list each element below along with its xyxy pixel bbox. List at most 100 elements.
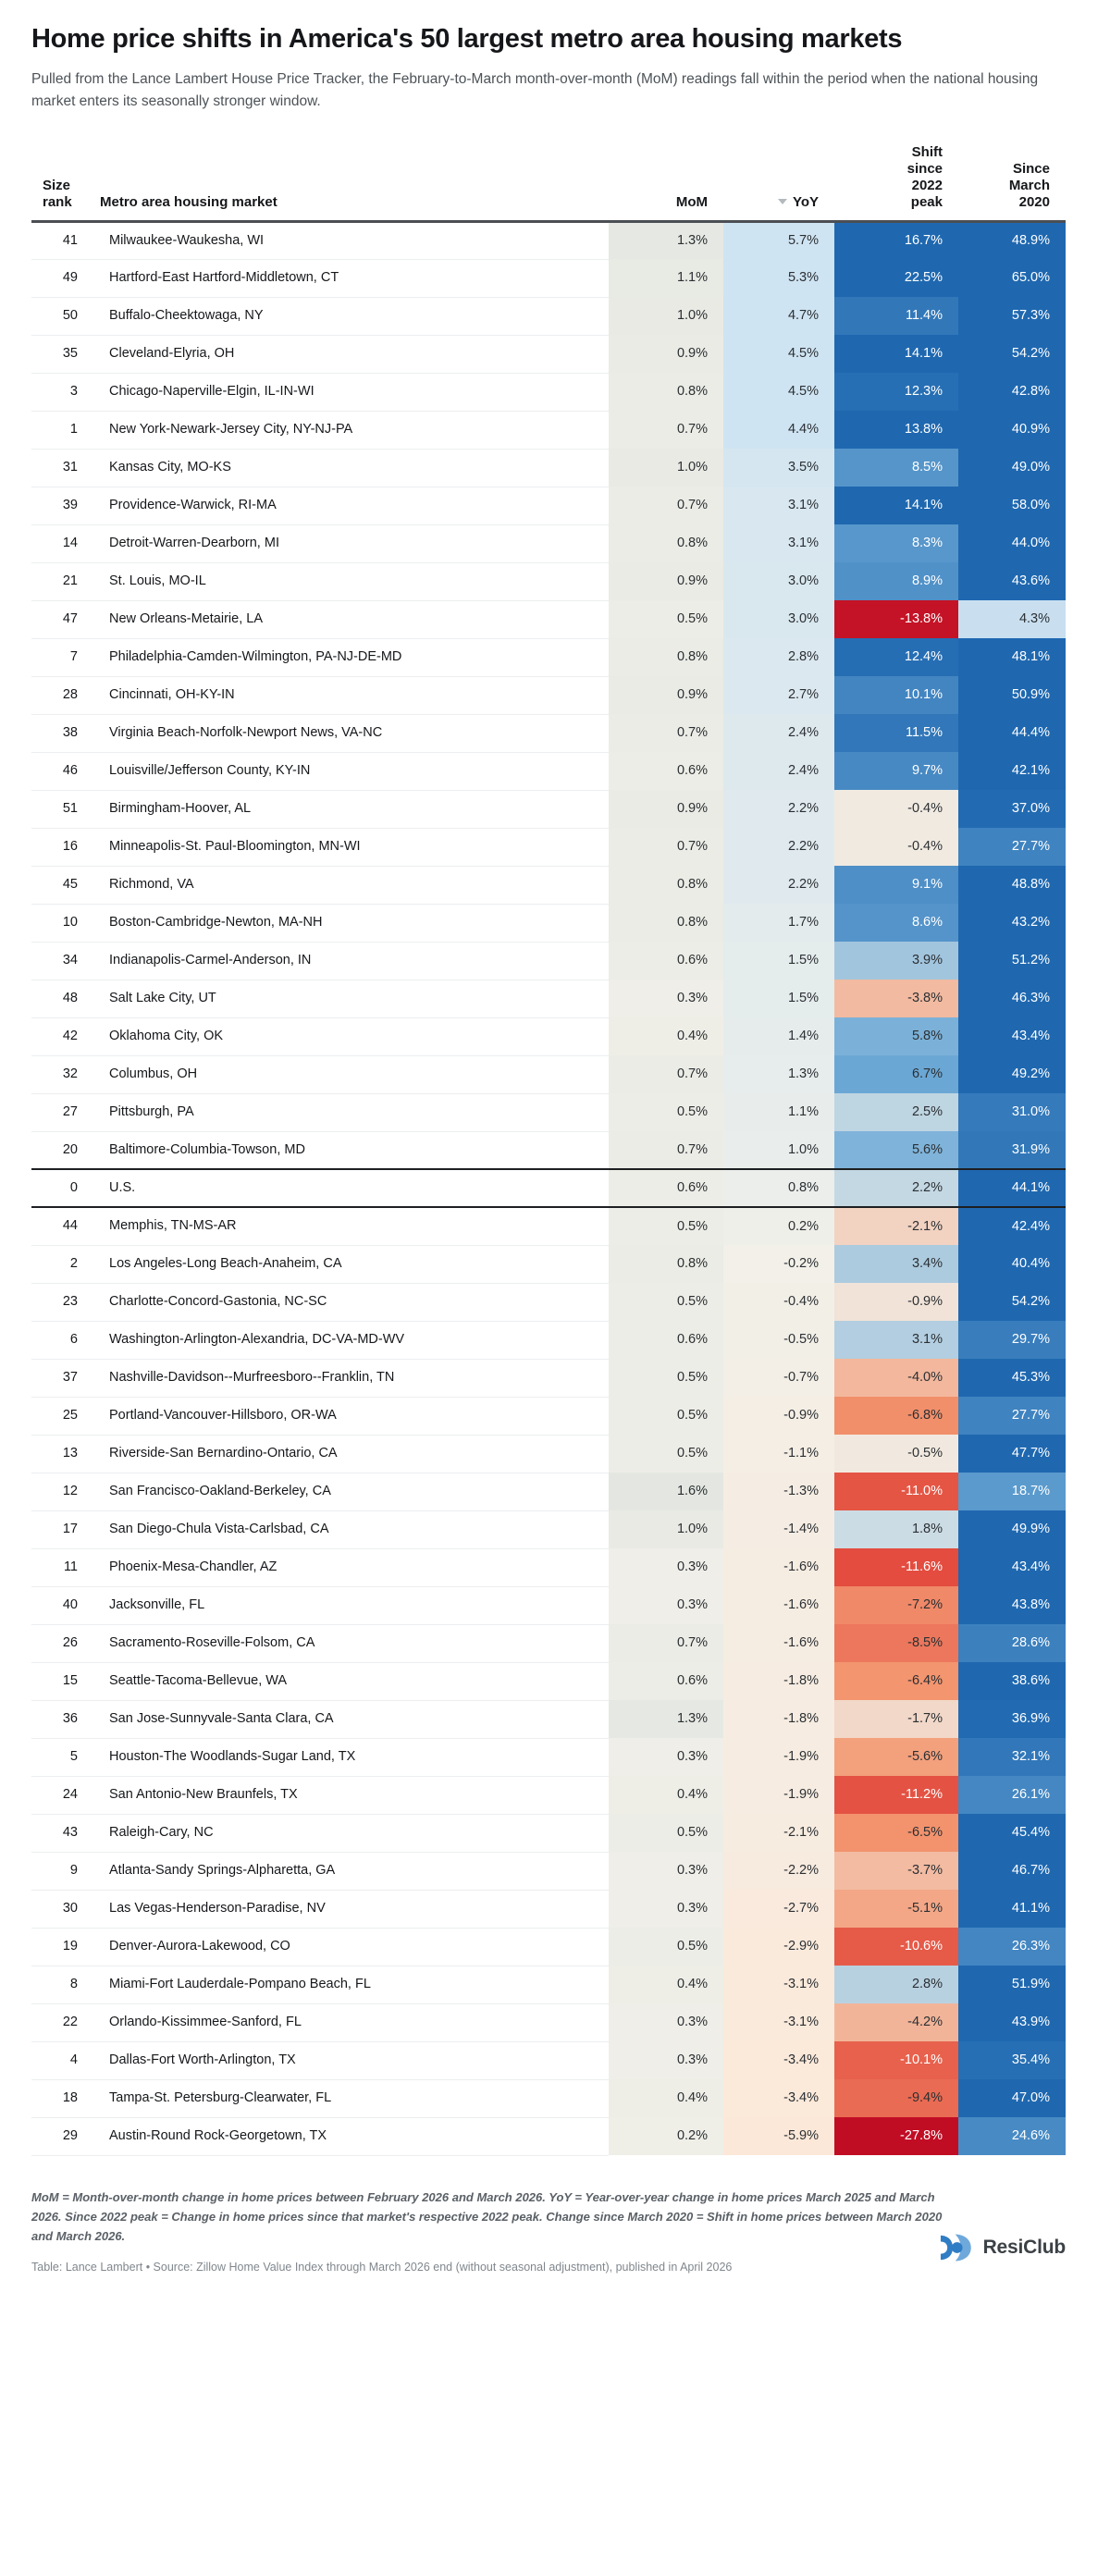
cell-mom: 0.9% xyxy=(609,790,723,829)
cell-since-march-2020: 54.2% xyxy=(958,1283,1066,1322)
resiclub-wordmark: ResiClub xyxy=(982,2237,1067,2259)
cell-mom: 1.3% xyxy=(609,1700,723,1739)
cell-shift-since-2022-peak: -4.2% xyxy=(834,2003,958,2042)
cell-mom: 0.5% xyxy=(609,1206,723,1246)
cell-mom: 0.4% xyxy=(609,1776,723,1815)
table-row: 43 Raleigh-Cary, NC 0.5% -2.1% -6.5% 45.4% xyxy=(31,1814,1066,1853)
since-label-line1: Since xyxy=(1012,160,1050,177)
table-row: 36 San Jose-Sunnyvale-Santa Clara, CA 1.3%… xyxy=(31,1700,1066,1739)
table-row: 35 Cleveland-Elyria, OH 0.9% 4.5% 14.1% 54.2% xyxy=(31,335,1066,374)
cell-size-rank: 35 xyxy=(31,335,89,374)
cell-shift-since-2022-peak: -3.7% xyxy=(834,1852,958,1891)
yoy-label: YoY xyxy=(792,194,819,211)
cell-size-rank: 37 xyxy=(31,1359,89,1398)
cell-yoy: 4.7% xyxy=(723,297,834,336)
table-row: 1 New York-Newark-Jersey City, NY-NJ-PA 0.… xyxy=(31,411,1066,450)
cell-since-march-2020: 46.3% xyxy=(958,980,1066,1018)
cell-yoy: -1.8% xyxy=(723,1700,834,1739)
cell-yoy: 2.2% xyxy=(723,866,834,905)
cell-since-march-2020: 24.6% xyxy=(958,2117,1066,2156)
cell-yoy: 3.1% xyxy=(723,487,834,525)
cell-since-march-2020: 47.0% xyxy=(958,2079,1066,2118)
cell-size-rank: 49 xyxy=(31,259,89,298)
cell-mom: 0.5% xyxy=(609,1814,723,1853)
since-label-line2: March xyxy=(1008,178,1050,194)
cell-since-march-2020: 44.0% xyxy=(958,524,1066,563)
cell-size-rank: 32 xyxy=(31,1055,89,1094)
column-header-metro-area[interactable]: Metro area housing market xyxy=(89,143,609,222)
table-row: 30 Las Vegas-Henderson-Paradise, NV 0.3% -2… xyxy=(31,1890,1066,1929)
table-row: 7 Philadelphia-Camden-Wilmington, PA-NJ-D… xyxy=(31,638,1066,677)
column-header-since-march-2020[interactable]: Since March 2020 xyxy=(958,143,1066,222)
column-header-shift-since-2022-peak[interactable]: Shift since 2022 peak xyxy=(834,143,958,222)
table-row: 37 Nashville-Davidson--Murfreesboro--Fran… xyxy=(31,1359,1066,1398)
cell-yoy: 3.5% xyxy=(723,449,834,487)
cell-size-rank: 16 xyxy=(31,828,89,867)
cell-since-march-2020: 47.7% xyxy=(958,1435,1066,1473)
cell-yoy: -2.1% xyxy=(723,1814,834,1853)
cell-since-march-2020: 43.2% xyxy=(958,904,1066,943)
cell-size-rank: 9 xyxy=(31,1852,89,1891)
cell-size-rank: 28 xyxy=(31,676,89,715)
cell-size-rank: 47 xyxy=(31,600,89,639)
cell-metro-name: Salt Lake City, UT xyxy=(89,980,609,1018)
table-row: 17 San Diego-Chula Vista-Carlsbad, CA 1.0%… xyxy=(31,1510,1066,1549)
cell-yoy: 1.5% xyxy=(723,980,834,1018)
cell-size-rank: 11 xyxy=(31,1548,89,1587)
cell-yoy: -3.1% xyxy=(723,2003,834,2042)
cell-metro-name: Las Vegas-Henderson-Paradise, NV xyxy=(89,1890,609,1929)
cell-mom: 0.4% xyxy=(609,2079,723,2118)
cell-shift-since-2022-peak: -11.0% xyxy=(834,1473,958,1511)
cell-metro-name: Indianapolis-Carmel-Anderson, IN xyxy=(89,942,609,980)
cell-shift-since-2022-peak: 8.6% xyxy=(834,904,958,943)
table-row: 12 San Francisco-Oakland-Berkeley, CA 1.6%… xyxy=(31,1473,1066,1511)
cell-mom: 0.6% xyxy=(609,1168,723,1208)
cell-yoy: -3.1% xyxy=(723,1966,834,2004)
cell-size-rank: 27 xyxy=(31,1093,89,1132)
cell-metro-name: Minneapolis-St. Paul-Bloomington, MN-WI xyxy=(89,828,609,867)
cell-yoy: 1.3% xyxy=(723,1055,834,1094)
cell-mom: 0.5% xyxy=(609,1093,723,1132)
table-row: 20 Baltimore-Columbia-Towson, MD 0.7% 1.0% 5… xyxy=(31,1131,1066,1170)
cell-mom: 0.8% xyxy=(609,866,723,905)
cell-since-march-2020: 43.6% xyxy=(958,562,1066,601)
cell-shift-since-2022-peak: -27.8% xyxy=(834,2117,958,2156)
cell-since-march-2020: 38.6% xyxy=(958,1662,1066,1701)
cell-since-march-2020: 31.0% xyxy=(958,1093,1066,1132)
table-row: 32 Columbus, OH 0.7% 1.3% 6.7% 49.2% xyxy=(31,1055,1066,1094)
cell-yoy: 3.0% xyxy=(723,600,834,639)
cell-mom: 0.9% xyxy=(609,676,723,715)
cell-size-rank: 44 xyxy=(31,1206,89,1246)
cell-yoy: 5.7% xyxy=(723,219,834,260)
cell-metro-name: Sacramento-Roseville-Folsom, CA xyxy=(89,1624,609,1663)
column-header-yoy[interactable]: YoY xyxy=(723,143,834,222)
cell-shift-since-2022-peak: 8.9% xyxy=(834,562,958,601)
column-header-mom[interactable]: MoM xyxy=(609,143,723,222)
table-row: 46 Louisville/Jefferson County, KY-IN 0.6%… xyxy=(31,752,1066,791)
cell-since-march-2020: 37.0% xyxy=(958,790,1066,829)
cell-mom: 0.8% xyxy=(609,524,723,563)
cell-mom: 0.8% xyxy=(609,373,723,412)
table-row: 19 Denver-Aurora-Lakewood, CO 0.5% -2.9% -10… xyxy=(31,1928,1066,1966)
cell-shift-since-2022-peak: 11.4% xyxy=(834,297,958,336)
cell-metro-name: Richmond, VA xyxy=(89,866,609,905)
column-header-size-rank[interactable]: Size rank xyxy=(31,143,89,222)
cell-mom: 0.8% xyxy=(609,1245,723,1284)
cell-mom: 0.7% xyxy=(609,487,723,525)
cell-mom: 0.3% xyxy=(609,1852,723,1891)
cell-yoy: -3.4% xyxy=(723,2041,834,2080)
cell-size-rank: 4 xyxy=(31,2041,89,2080)
table-row: 5 Houston-The Woodlands-Sugar Land, TX 0.3… xyxy=(31,1738,1066,1777)
cell-metro-name: Portland-Vancouver-Hillsboro, OR-WA xyxy=(89,1397,609,1436)
cell-yoy: 1.4% xyxy=(723,1017,834,1056)
cell-mom: 0.7% xyxy=(609,828,723,867)
cell-size-rank: 19 xyxy=(31,1928,89,1966)
cell-yoy: 0.8% xyxy=(723,1168,834,1208)
cell-metro-name: St. Louis, MO-IL xyxy=(89,562,609,601)
cell-mom: 1.0% xyxy=(609,297,723,336)
cell-yoy: -0.4% xyxy=(723,1283,834,1322)
table-row-national: 0 U.S. 0.6% 0.8% 2.2% 44.1% xyxy=(31,1168,1066,1208)
cell-metro-name: Atlanta-Sandy Springs-Alpharetta, GA xyxy=(89,1852,609,1891)
cell-size-rank: 31 xyxy=(31,449,89,487)
